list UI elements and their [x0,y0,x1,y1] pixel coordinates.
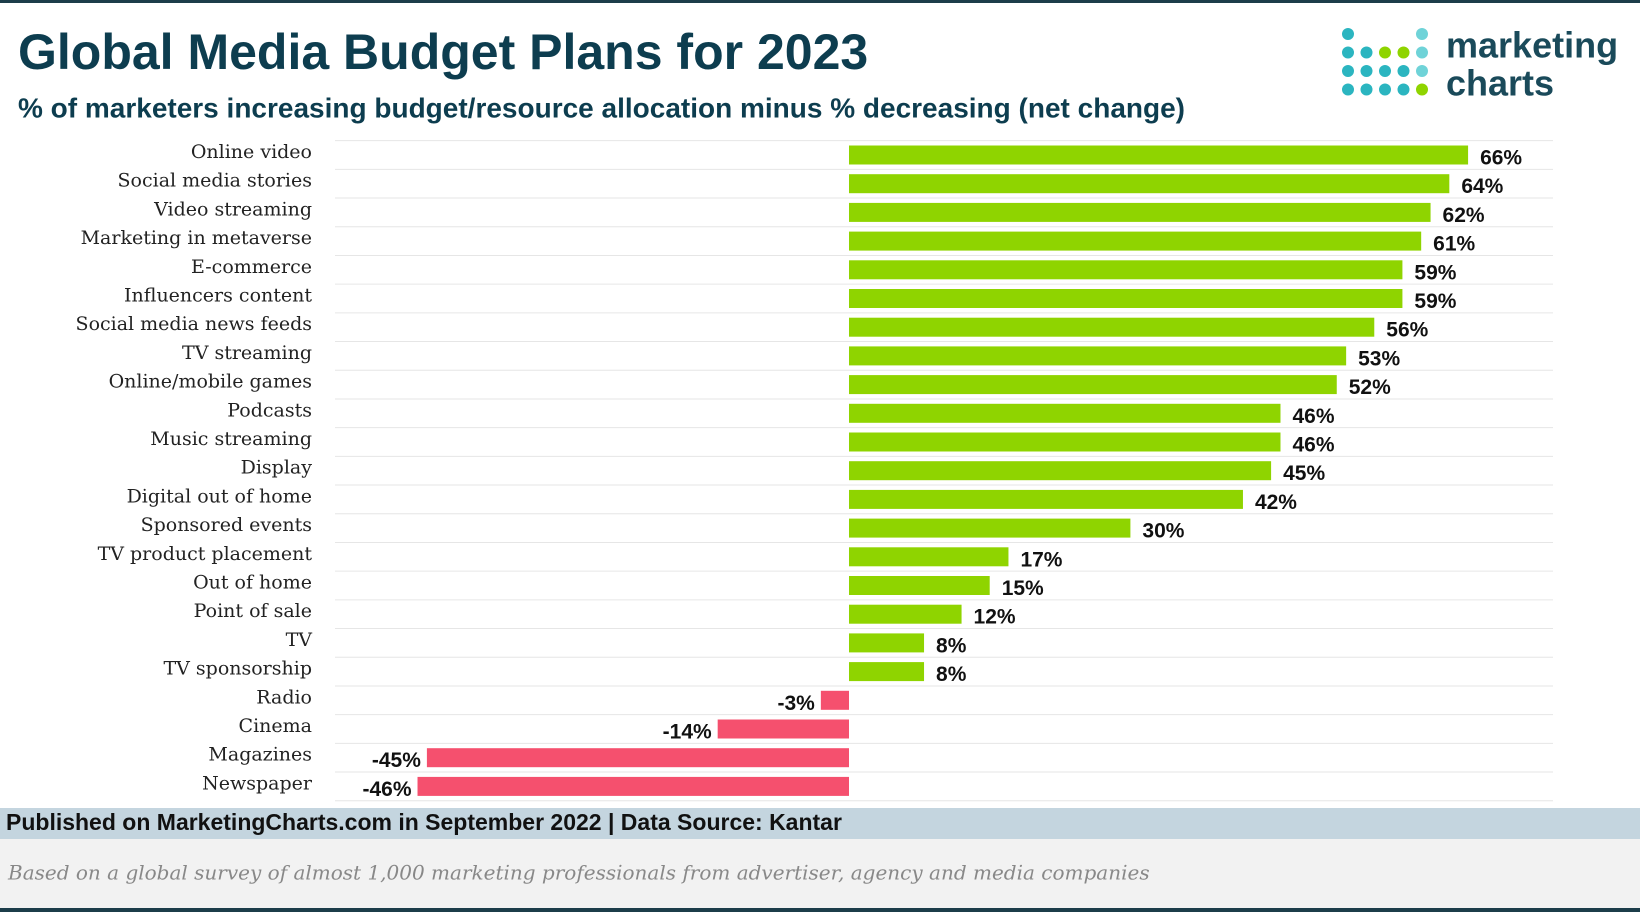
logo-text: charts [1446,63,1554,104]
chart-title: Global Media Budget Plans for 2023 [18,24,868,80]
bar [849,202,1431,222]
bar [849,604,962,624]
logo-dot [1379,46,1391,59]
logo-dots [1342,28,1428,96]
category-label: TV product placement [98,543,313,565]
bar [849,289,1403,308]
bar [849,489,1243,509]
bar [417,776,849,796]
bar [717,719,849,739]
logo-dot [1416,46,1428,59]
category-label: E-commerce [191,256,312,278]
chart-subtitle: % of marketers increasing budget/resourc… [18,92,1185,123]
logo-dot [1397,83,1410,96]
category-label: Digital out of home [127,485,312,507]
category-label: Online video [191,141,312,163]
category-label: Out of home [193,572,312,594]
bar [820,690,849,710]
category-label: Newspaper [202,772,313,794]
category-label: Online/mobile games [109,371,312,393]
source-band [0,808,1640,839]
value-label: 8% [936,663,967,686]
logo-dot [1342,28,1354,40]
bar [849,346,1347,366]
category-label: TV sponsorship [163,658,312,680]
logo-dot [1342,65,1354,77]
category-label: Radio [256,686,312,708]
category-label: Social media news feeds [76,313,312,335]
bar [849,231,1422,251]
bar [849,432,1281,452]
value-label: 12% [974,606,1016,629]
value-label: 56% [1386,319,1428,342]
bar [849,174,1450,194]
bar [849,375,1337,395]
value-label: 52% [1349,376,1391,399]
value-label: -14% [663,721,712,744]
bar [849,145,1469,165]
value-label: 42% [1255,491,1297,514]
top-border [0,0,1640,3]
value-label: 46% [1292,405,1334,428]
category-label: Podcasts [227,399,312,421]
bar [849,547,1009,567]
value-label: -45% [372,749,421,772]
logo-dot [1397,65,1410,77]
category-label: Point of sale [194,600,312,622]
category-label: Influencers content [124,285,312,307]
bar [849,518,1131,538]
category-label: TV streaming [182,342,312,364]
value-label: -46% [362,778,411,801]
category-label: Marketing in metaverse [81,227,312,249]
value-label: 46% [1292,434,1334,457]
logo-dot [1379,65,1391,77]
value-label: 61% [1433,233,1475,256]
category-label: Display [241,457,313,479]
logo-text: marketing [1446,25,1618,66]
value-label: 17% [1020,548,1062,571]
bar [849,662,925,682]
bar [849,633,925,653]
category-label: Music streaming [150,428,312,450]
value-label: 53% [1358,347,1400,370]
category-label: Magazines [208,744,312,766]
category-label: Sponsored events [141,514,312,536]
note: Based on a global survey of almost 1,000… [7,861,1150,885]
value-label: 15% [1002,577,1044,600]
value-label: 59% [1414,261,1456,284]
value-label: 66% [1480,147,1522,170]
logo-dot [1360,83,1373,96]
value-label: 64% [1461,175,1503,198]
category-label: Video streaming [153,198,312,220]
logo-dot [1416,28,1428,40]
logo-dot [1379,83,1391,96]
logo-dot [1342,46,1354,59]
bar [849,576,990,595]
bar [849,461,1272,481]
value-label: 62% [1443,204,1485,227]
value-label: -3% [778,692,816,715]
bar [849,403,1281,423]
note-band [0,839,1640,912]
logo-dot [1397,46,1410,59]
bar [849,317,1375,337]
category-label: Social media stories [118,170,312,192]
bar [426,748,849,768]
category-label: TV [286,629,313,651]
category-label: Cinema [239,715,312,737]
logo-dot [1360,46,1373,59]
logo-dot [1416,65,1428,77]
value-label: 59% [1414,290,1456,313]
bar [849,260,1403,280]
logo-dot [1416,83,1428,96]
logo-dot [1342,83,1354,96]
value-label: 30% [1142,520,1184,543]
source: Published on MarketingCharts.com in Sept… [6,809,842,835]
value-label: 45% [1283,462,1325,485]
value-label: 8% [936,634,967,657]
logo-dot [1360,65,1373,77]
bottom-border [0,908,1640,912]
